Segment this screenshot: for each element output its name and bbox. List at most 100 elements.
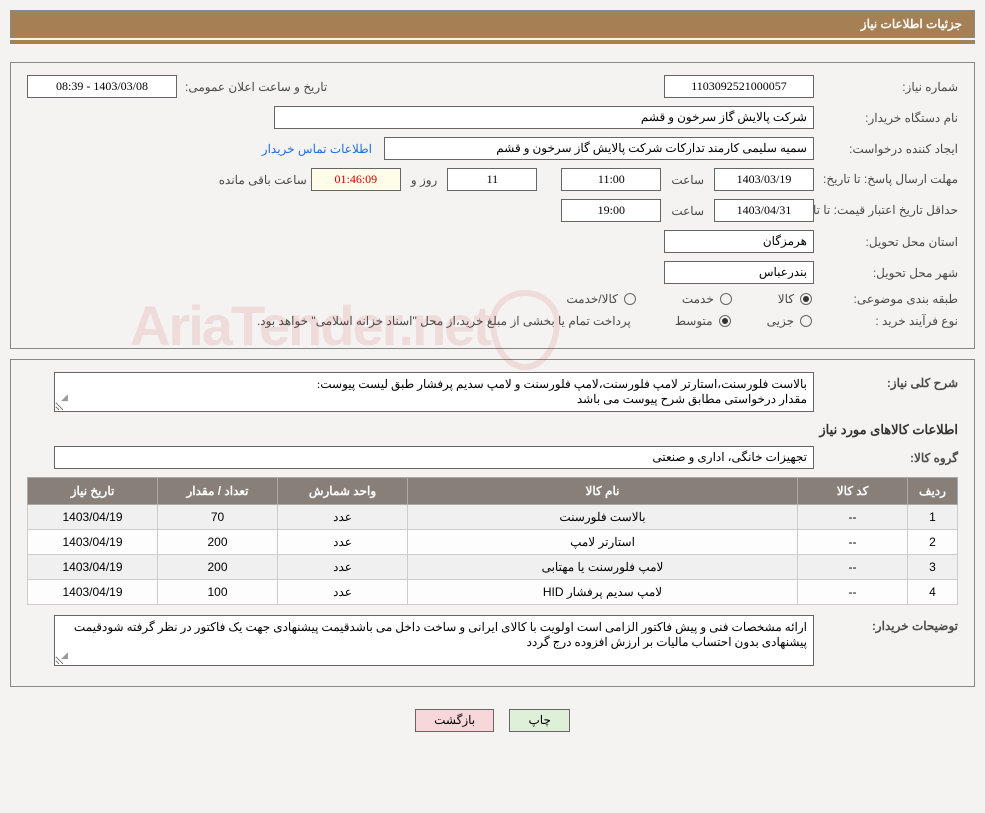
resize-handle-icon[interactable]: ◢ <box>61 392 68 403</box>
table-cell: لامپ سدیم پرفشار HID <box>408 580 798 605</box>
time-label-2: ساعت <box>665 204 710 218</box>
city-value: بندرعباس <box>664 261 814 284</box>
need-info-panel: شماره نیاز: 1103092521000057 تاریخ و ساع… <box>10 62 975 349</box>
requester-label: ایجاد کننده درخواست: <box>818 142 958 156</box>
table-header: ردیف کد کالا نام کالا واحد شمارش تعداد /… <box>28 478 958 505</box>
overall-desc-label: شرح کلی نیاز: <box>818 372 958 390</box>
group-value: تجهیزات خانگی، اداری و صنعتی <box>54 446 814 469</box>
province-label: استان محل تحویل: <box>818 235 958 249</box>
table-cell: لامپ فلورسنت یا مهتابی <box>408 555 798 580</box>
table-cell: 4 <box>908 580 958 605</box>
table-cell: عدد <box>278 555 408 580</box>
table-row: 3--لامپ فلورسنت یا مهتابیعدد2001403/04/1… <box>28 555 958 580</box>
header-title: جزئیات اطلاعات نیاز <box>10 10 975 38</box>
table-cell: بالاست فلورسنت <box>408 505 798 530</box>
cat-opt1: کالا <box>774 292 794 306</box>
announce-label: تاریخ و ساعت اعلان عمومی: <box>181 80 327 94</box>
th-qty: تعداد / مقدار <box>158 478 278 505</box>
table-cell: 200 <box>158 555 278 580</box>
row-purchase-type: نوع فرآیند خرید : جزیی متوسط پرداخت تمام… <box>27 314 958 328</box>
table-cell: 70 <box>158 505 278 530</box>
row-price-validity: حداقل تاریخ اعتبار قیمت: تا تاریخ: 1403/… <box>27 199 958 222</box>
th-name: نام کالا <box>408 478 798 505</box>
table-cell: 1 <box>908 505 958 530</box>
table-row: 1--بالاست فلورسنتعدد701403/04/19 <box>28 505 958 530</box>
table-row: 4--لامپ سدیم پرفشار HIDعدد1001403/04/19 <box>28 580 958 605</box>
table-cell: -- <box>798 555 908 580</box>
table-cell: 100 <box>158 580 278 605</box>
table-cell: 2 <box>908 530 958 555</box>
days-label: روز و <box>405 173 444 187</box>
purchase-type-label: نوع فرآیند خرید : <box>818 314 958 328</box>
button-row: چاپ بازگشت <box>10 697 975 744</box>
items-section-title: اطلاعات کالاهای مورد نیاز <box>27 422 958 438</box>
pt-opt2: متوسط <box>671 314 713 328</box>
announce-value: 1403/03/08 - 08:39 <box>27 75 177 98</box>
row-category: طبقه بندی موضوعی: کالا خدمت کالا/خدمت <box>27 292 958 306</box>
row-province: استان محل تحویل: هرمزگان <box>27 230 958 253</box>
need-number-label: شماره نیاز: <box>818 80 958 94</box>
print-button[interactable]: چاپ <box>509 709 569 732</box>
back-button[interactable]: بازگشت <box>415 709 494 732</box>
th-unit: واحد شمارش <box>278 478 408 505</box>
buyer-contact-link[interactable]: اطلاعات تماس خریدار <box>262 142 380 156</box>
table-cell: 3 <box>908 555 958 580</box>
overall-desc-textarea[interactable]: بالاست فلورسنت،استارتر لامپ فلورسنت،لامپ… <box>54 372 814 412</box>
countdown-timer: 01:46:09 <box>311 168 401 191</box>
table-body: 1--بالاست فلورسنتعدد701403/04/192--استار… <box>28 505 958 605</box>
table-cell: 1403/04/19 <box>28 580 158 605</box>
table-cell: -- <box>798 530 908 555</box>
buyer-notes-textarea[interactable]: ارائه مشخصات فنی و پیش فاکتور الزامی است… <box>54 615 814 666</box>
th-code: کد کالا <box>798 478 908 505</box>
row-need-number: شماره نیاز: 1103092521000057 تاریخ و ساع… <box>27 75 958 98</box>
overall-desc-text: بالاست فلورسنت،استارتر لامپ فلورسنت،لامپ… <box>317 377 807 406</box>
table-cell: استارتر لامپ <box>408 530 798 555</box>
table-cell: 1403/04/19 <box>28 530 158 555</box>
radio-medium[interactable] <box>719 315 731 327</box>
row-requester: ایجاد کننده درخواست: سمیه سلیمی کارمند ت… <box>27 137 958 160</box>
reply-date-value: 1403/03/19 <box>714 168 814 191</box>
row-city: شهر محل تحویل: بندرعباس <box>27 261 958 284</box>
buyer-notes-label: توضیحات خریدار: <box>818 615 958 633</box>
resize-handle-icon-2[interactable]: ◢ <box>61 650 68 661</box>
table-cell: -- <box>798 580 908 605</box>
reply-time-value: 11:00 <box>561 168 661 191</box>
need-number-value: 1103092521000057 <box>664 75 814 98</box>
th-row: ردیف <box>908 478 958 505</box>
table-cell: عدد <box>278 505 408 530</box>
row-goods-group: گروه کالا: تجهیزات خانگی، اداری و صنعتی <box>27 446 958 469</box>
items-table: ردیف کد کالا نام کالا واحد شمارش تعداد /… <box>27 477 958 605</box>
table-cell: 200 <box>158 530 278 555</box>
category-label: طبقه بندی موضوعی: <box>818 292 958 306</box>
days-remaining-value: 11 <box>447 168 537 191</box>
header-accent-bar <box>10 40 975 44</box>
purchase-note: پرداخت تمام یا بخشی از مبلغ خرید،از محل … <box>257 314 639 328</box>
radio-minor[interactable] <box>800 315 812 327</box>
row-buyer-org: نام دستگاه خریدار: شرکت پالایش گاز سرخون… <box>27 106 958 129</box>
radio-mixed[interactable] <box>624 293 636 305</box>
time-label-1: ساعت <box>665 173 710 187</box>
table-cell: 1403/04/19 <box>28 505 158 530</box>
requester-value: سمیه سلیمی کارمند تدارکات شرکت پالایش گا… <box>384 137 814 160</box>
price-date-value: 1403/04/31 <box>714 199 814 222</box>
cat-opt3: کالا/خدمت <box>562 292 617 306</box>
table-cell: عدد <box>278 530 408 555</box>
row-reply-deadline: مهلت ارسال پاسخ: تا تاریخ: 1403/03/19 سا… <box>27 168 958 191</box>
price-time-value: 19:00 <box>561 199 661 222</box>
radio-khedmat[interactable] <box>720 293 732 305</box>
group-label: گروه کالا: <box>818 451 958 465</box>
row-overall-desc: شرح کلی نیاز: بالاست فلورسنت،استارتر لام… <box>27 372 958 412</box>
table-cell: -- <box>798 505 908 530</box>
th-date: تاریخ نیاز <box>28 478 158 505</box>
price-validity-label: حداقل تاریخ اعتبار قیمت: تا تاریخ: <box>818 203 958 219</box>
countdown-label: ساعت باقی مانده <box>215 173 307 187</box>
radio-kala[interactable] <box>800 293 812 305</box>
city-label: شهر محل تحویل: <box>818 266 958 280</box>
buyer-org-value: شرکت پالایش گاز سرخون و قشم <box>274 106 814 129</box>
cat-opt2: خدمت <box>678 292 714 306</box>
table-cell: 1403/04/19 <box>28 555 158 580</box>
description-panel: شرح کلی نیاز: بالاست فلورسنت،استارتر لام… <box>10 359 975 687</box>
page-container: AriaTender.net جزئیات اطلاعات نیاز شماره… <box>10 10 975 744</box>
pt-opt1: جزیی <box>763 314 794 328</box>
table-row: 2--استارتر لامپعدد2001403/04/19 <box>28 530 958 555</box>
